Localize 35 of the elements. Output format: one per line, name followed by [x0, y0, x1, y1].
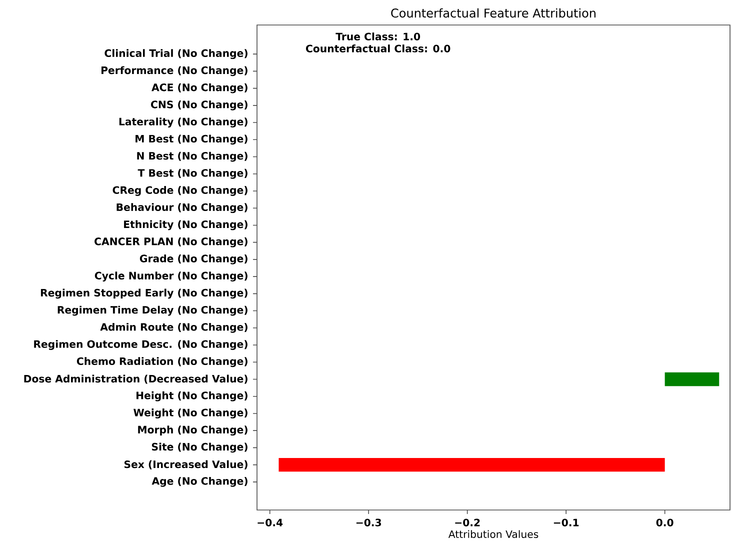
y-tick-label: Dose Administration (Decreased Value)	[24, 374, 248, 384]
y-tick-label: CReg Code (No Change)	[112, 186, 248, 196]
x-tick-label: 0.0	[656, 518, 674, 526]
chart-title: Counterfactual Feature Attribution	[391, 8, 596, 18]
x-tick-label: −0.2	[455, 518, 480, 526]
annotation: Counterfactual Class: 0.0	[306, 44, 450, 52]
x-tick-label: −0.1	[554, 518, 579, 526]
x-tick-label: −0.4	[258, 518, 283, 526]
y-tick-label: ACE (No Change)	[152, 83, 248, 94]
y-tick-label: Sex (Increased Value)	[124, 460, 248, 470]
y-tick-label: Admin Route (No Change)	[100, 322, 248, 333]
y-tick-label: Grade (No Change)	[140, 254, 248, 264]
y-tick-label: Weight (No Change)	[134, 408, 248, 418]
y-tick-label: Clinical Trial (No Change)	[104, 49, 248, 60]
y-tick-label: Chemo Radiation (No Change)	[76, 357, 248, 368]
x-tick-label: −0.3	[356, 518, 382, 526]
y-tick-label: Height (No Change)	[136, 391, 248, 402]
y-tick-label: Regimen Outcome Desc. (No Change)	[34, 340, 248, 350]
y-tick-label: CNS (No Change)	[150, 100, 248, 110]
y-tick-label: N Best (No Change)	[137, 152, 248, 162]
y-tick-label: CANCER PLAN (No Change)	[94, 237, 248, 248]
y-tick-label: T Best (No Change)	[138, 168, 248, 179]
y-tick-label: Morph (No Change)	[138, 426, 248, 436]
y-tick-label: M Best (No Change)	[136, 134, 248, 145]
y-tick-label: Regimen Stopped Early (No Change)	[40, 288, 248, 299]
y-tick-label: Behaviour (No Change)	[116, 203, 248, 214]
annotation: True Class: 1.0	[336, 32, 420, 40]
y-tick-label: Age (No Change)	[152, 476, 248, 487]
y-tick-label: Ethnicity (No Change)	[124, 220, 248, 230]
y-tick-label: Performance (No Change)	[101, 66, 248, 76]
x-axis-title: Attribution Values	[448, 530, 538, 538]
y-tick-label: Site (No Change)	[152, 442, 248, 453]
y-tick-label: Laterality (No Change)	[119, 118, 248, 128]
y-tick-label: Regimen Time Delay (No Change)	[58, 306, 248, 316]
y-tick-label: Cycle Number (No Change)	[94, 272, 248, 282]
